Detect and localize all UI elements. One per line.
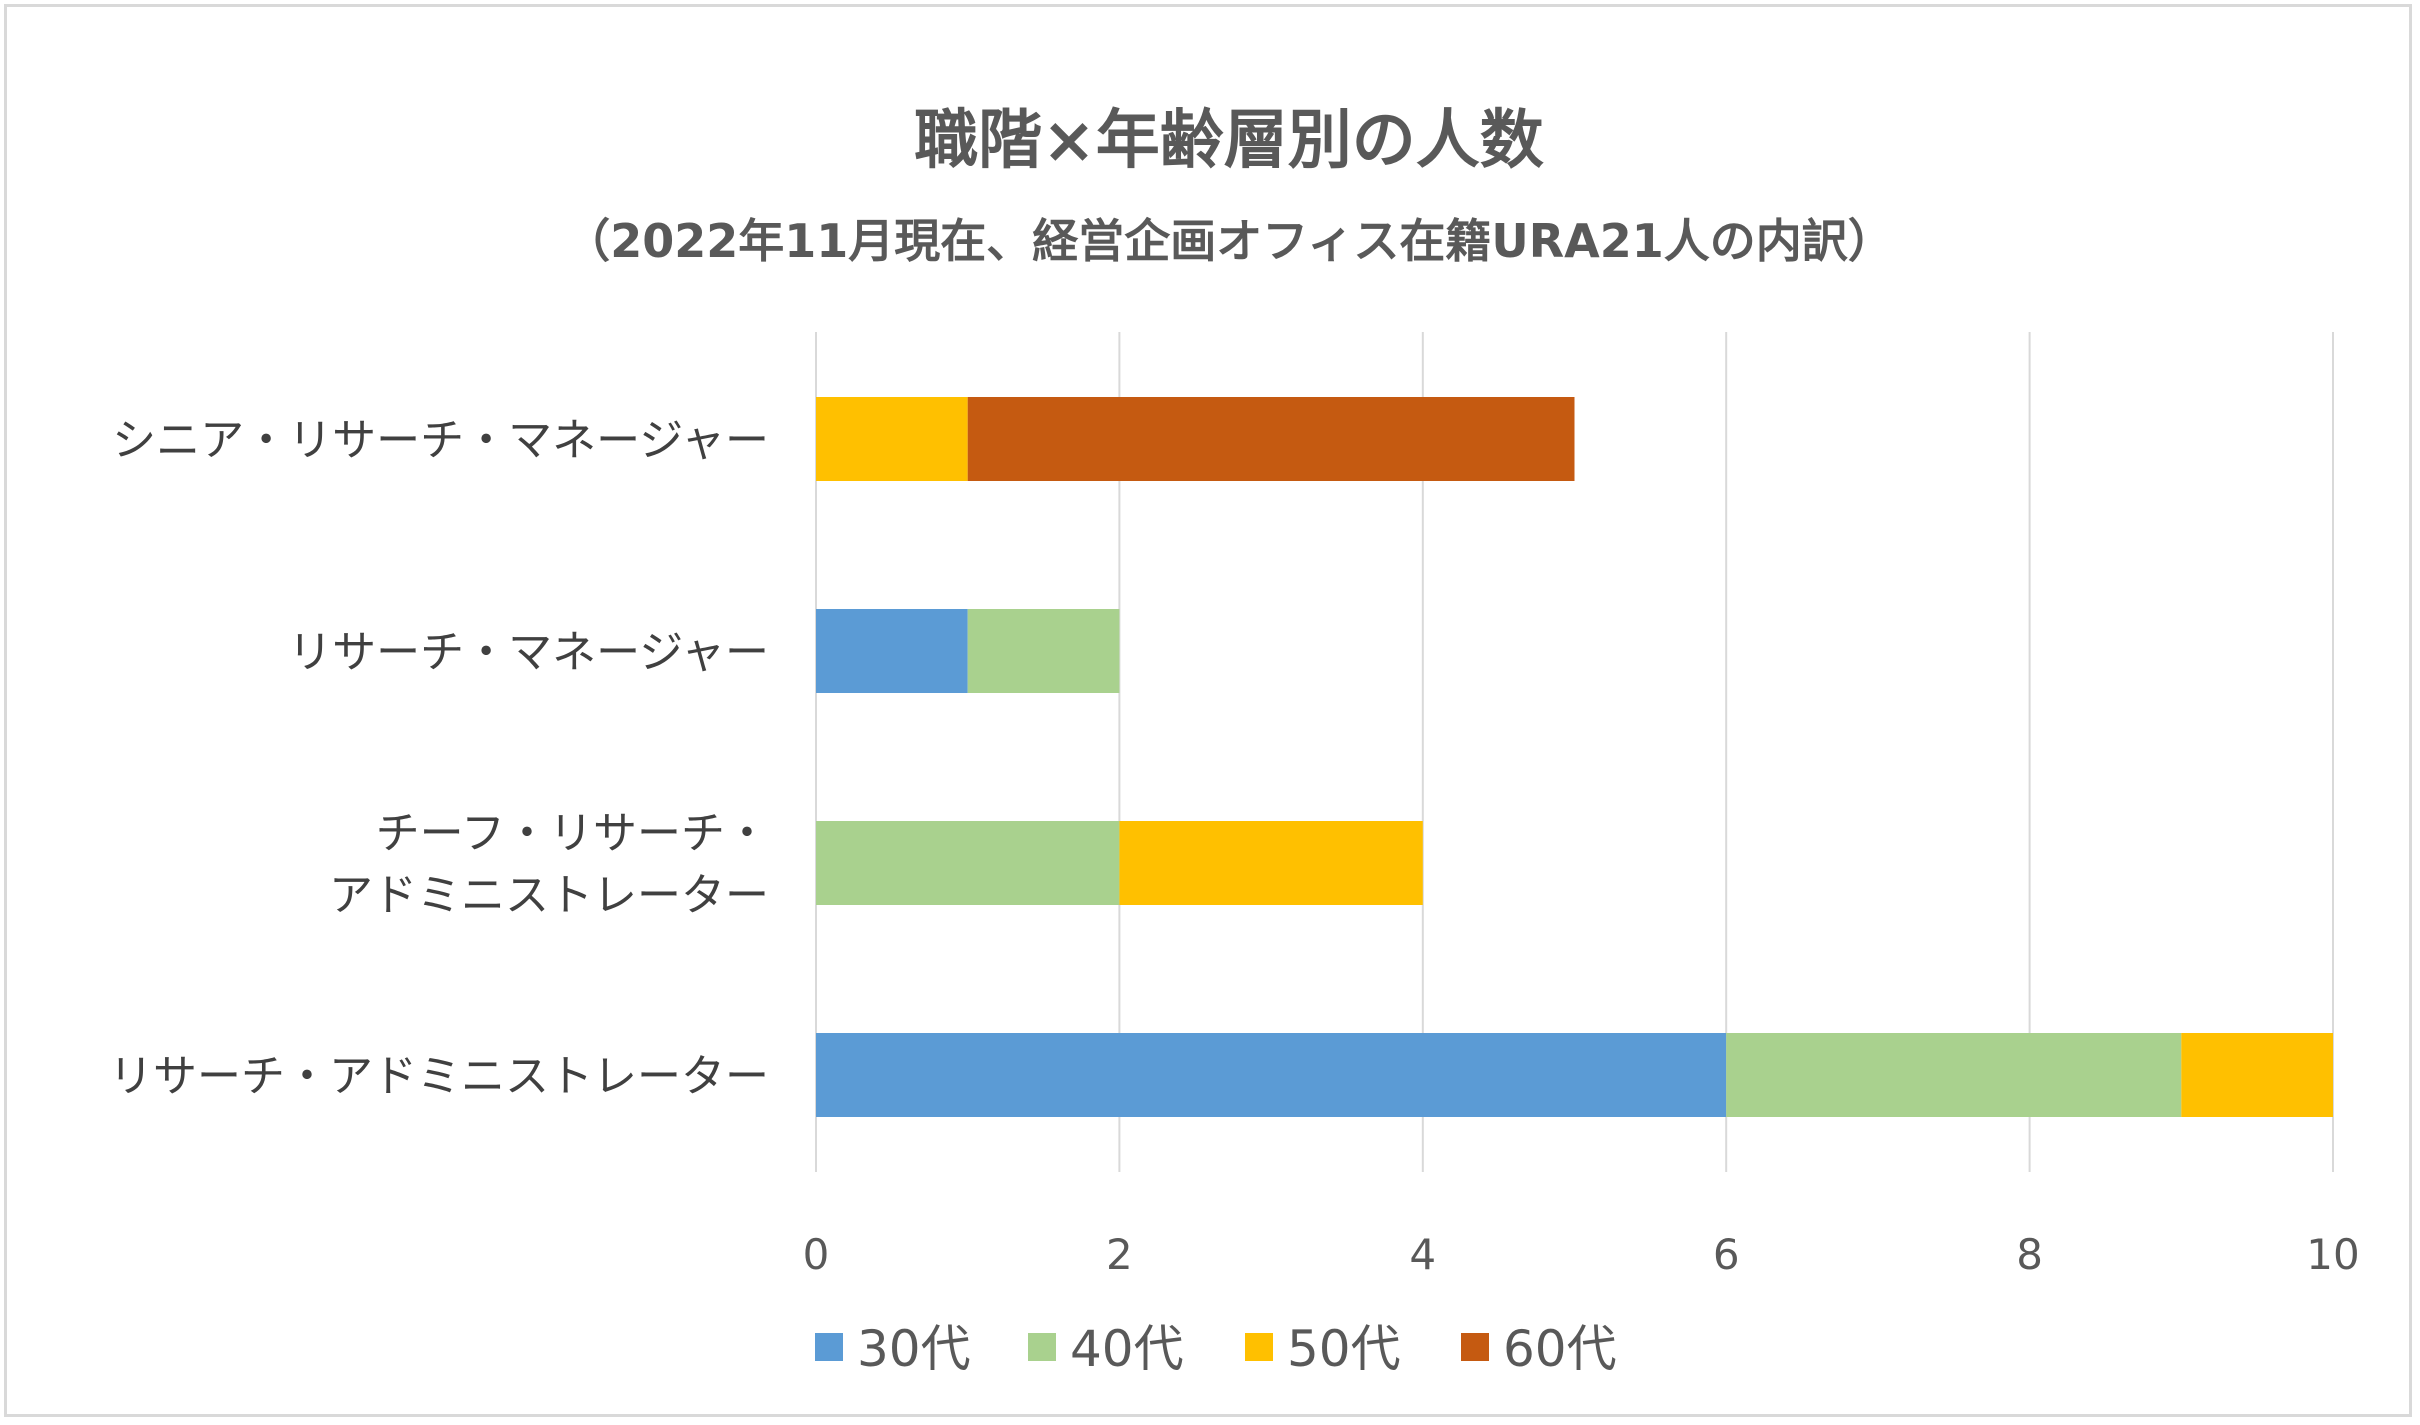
x-tick-label-10: 10 xyxy=(2306,1230,2359,1279)
legend-swatch-50代 xyxy=(1245,1333,1273,1361)
bar-segment-40代-2 xyxy=(816,821,1120,905)
legend-item-30代: 30代 xyxy=(815,1320,971,1378)
legend-swatch-30代 xyxy=(815,1333,843,1361)
legend-item-50代: 50代 xyxy=(1245,1320,1401,1378)
legend-item-60代: 60代 xyxy=(1461,1320,1617,1378)
category-label-2-0: チーフ・リサーチ・ xyxy=(376,808,769,859)
legend-item-40代: 40代 xyxy=(1028,1320,1184,1378)
stacked-bar-chart: 職階×年齢層別の人数 （2022年11月現在、経営企画オフィス在籍URA21人の… xyxy=(109,104,2360,1378)
x-tick-label-2: 2 xyxy=(1106,1230,1133,1279)
bars xyxy=(816,397,2333,1117)
chart-title: 職階×年齢層別の人数 xyxy=(914,104,1544,178)
bar-segment-50代-2 xyxy=(1119,821,1423,905)
bar-segment-50代-3 xyxy=(2181,1033,2333,1117)
legend-swatch-60代 xyxy=(1461,1333,1489,1361)
category-label-0-0: シニア・リサーチ・マネージャー xyxy=(112,415,769,466)
category-label-3-0: リサーチ・アドミニストレーター xyxy=(109,1051,769,1102)
legend-label-60代: 60代 xyxy=(1503,1320,1617,1378)
x-axis-tick-labels: 0 2 4 6 8 10 xyxy=(803,1230,2360,1279)
chart-subtitle: （2022年11月現在、経営企画オフィス在籍URA21人の内訳） xyxy=(564,214,1894,268)
bar-segment-40代-1 xyxy=(967,609,1120,693)
legend-swatch-40代 xyxy=(1028,1333,1056,1361)
bar-segment-30代-3 xyxy=(816,1033,1727,1117)
category-labels: シニア・リサーチ・マネージャーリサーチ・マネージャーチーフ・リサーチ・アドミニス… xyxy=(109,415,769,1102)
x-tick-label-0: 0 xyxy=(803,1230,830,1279)
x-tick-label-6: 6 xyxy=(1713,1230,1740,1279)
legend-label-30代: 30代 xyxy=(857,1320,971,1378)
bar-segment-50代-0 xyxy=(816,397,968,481)
bar-segment-30代-1 xyxy=(816,609,968,693)
bar-segment-60代-0 xyxy=(967,397,1575,481)
x-tick-label-4: 4 xyxy=(1409,1230,1436,1279)
bar-segment-40代-3 xyxy=(1726,1033,2182,1117)
category-label-1-0: リサーチ・マネージャー xyxy=(288,627,769,678)
category-label-2-1: アドミニストレーター xyxy=(329,870,769,921)
legend: 30代 40代 50代 60代 xyxy=(815,1320,1617,1378)
x-tick-label-8: 8 xyxy=(2016,1230,2043,1279)
legend-label-40代: 40代 xyxy=(1070,1320,1184,1378)
legend-label-50代: 50代 xyxy=(1287,1320,1401,1378)
chart-frame: 職階×年齢層別の人数 （2022年11月現在、経営企画オフィス在籍URA21人の… xyxy=(4,4,2412,1417)
